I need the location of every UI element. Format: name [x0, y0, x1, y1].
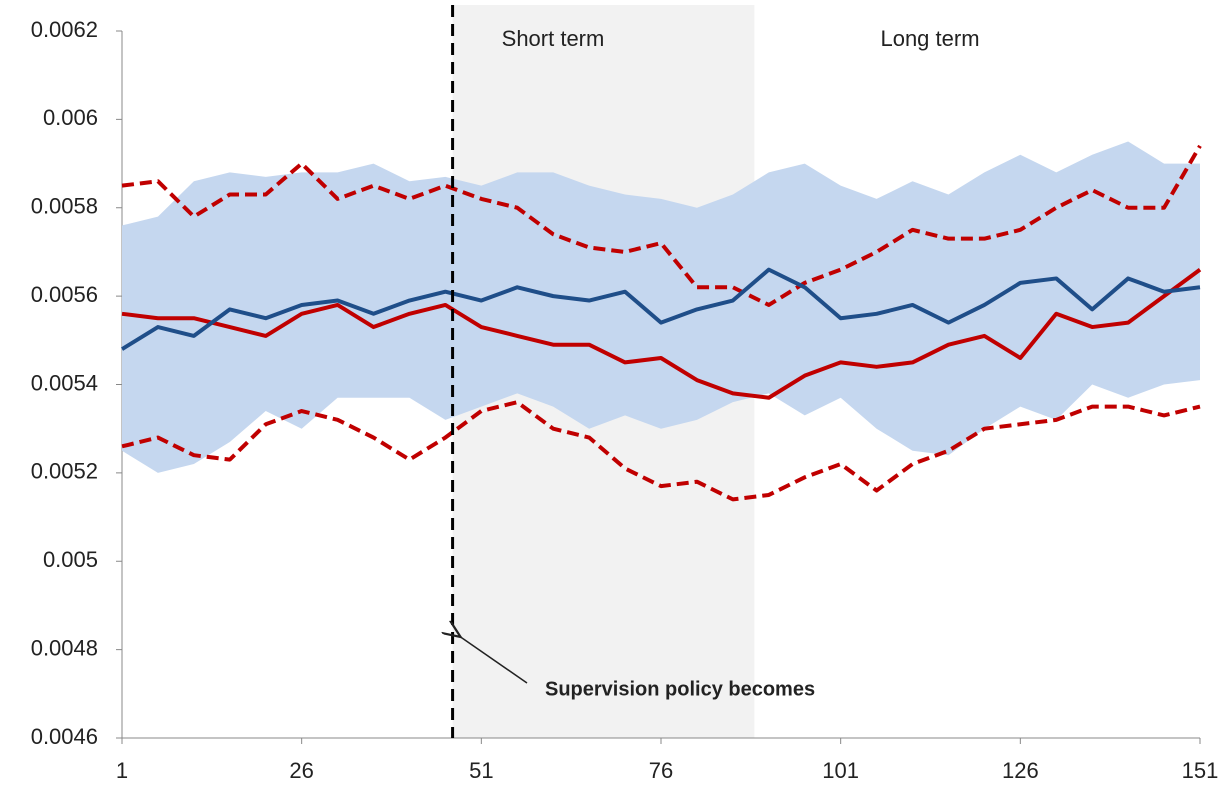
y-tick-label: 0.0052 — [31, 459, 98, 484]
x-tick-label: 101 — [822, 758, 859, 783]
foreground-layer: 0.0046 0.0048 0.005 0.0052 0.0054 0.0056 0.005… — [31, 5, 1219, 783]
y-tick-label: 0.005 — [43, 547, 98, 572]
series-line — [121, 268, 1202, 400]
x-tick-label: 126 — [1002, 758, 1039, 783]
y-tick-label: 0.0062 — [31, 17, 98, 42]
interval-line — [121, 144, 1202, 307]
confidence-band — [122, 141, 1200, 473]
y-tick-label: 0.0056 — [31, 282, 98, 307]
series-line — [120, 267, 1201, 351]
y-tick-label: 0.0048 — [31, 635, 98, 660]
x-tick-label: 26 — [289, 758, 313, 783]
background-layer — [121, 5, 1200, 739]
x-tick-label: 1 — [116, 758, 128, 783]
interval-line — [121, 400, 1201, 502]
y-tick-label: 0.006 — [43, 105, 98, 130]
y-tick-label: 0.0054 — [31, 370, 98, 395]
long-term-label: Long term — [880, 26, 979, 51]
y-tick-label: 0.0046 — [31, 724, 98, 749]
y-tick-label: 0.0058 — [31, 194, 98, 219]
short-term-label: Short term — [502, 26, 605, 51]
x-tick-label: 51 — [469, 758, 493, 783]
x-tick-label: 151 — [1182, 758, 1219, 783]
annotation: Supervision policy becomes — [545, 678, 815, 700]
annotation-arrow — [461, 637, 528, 684]
x-tick-label: 76 — [649, 758, 673, 783]
